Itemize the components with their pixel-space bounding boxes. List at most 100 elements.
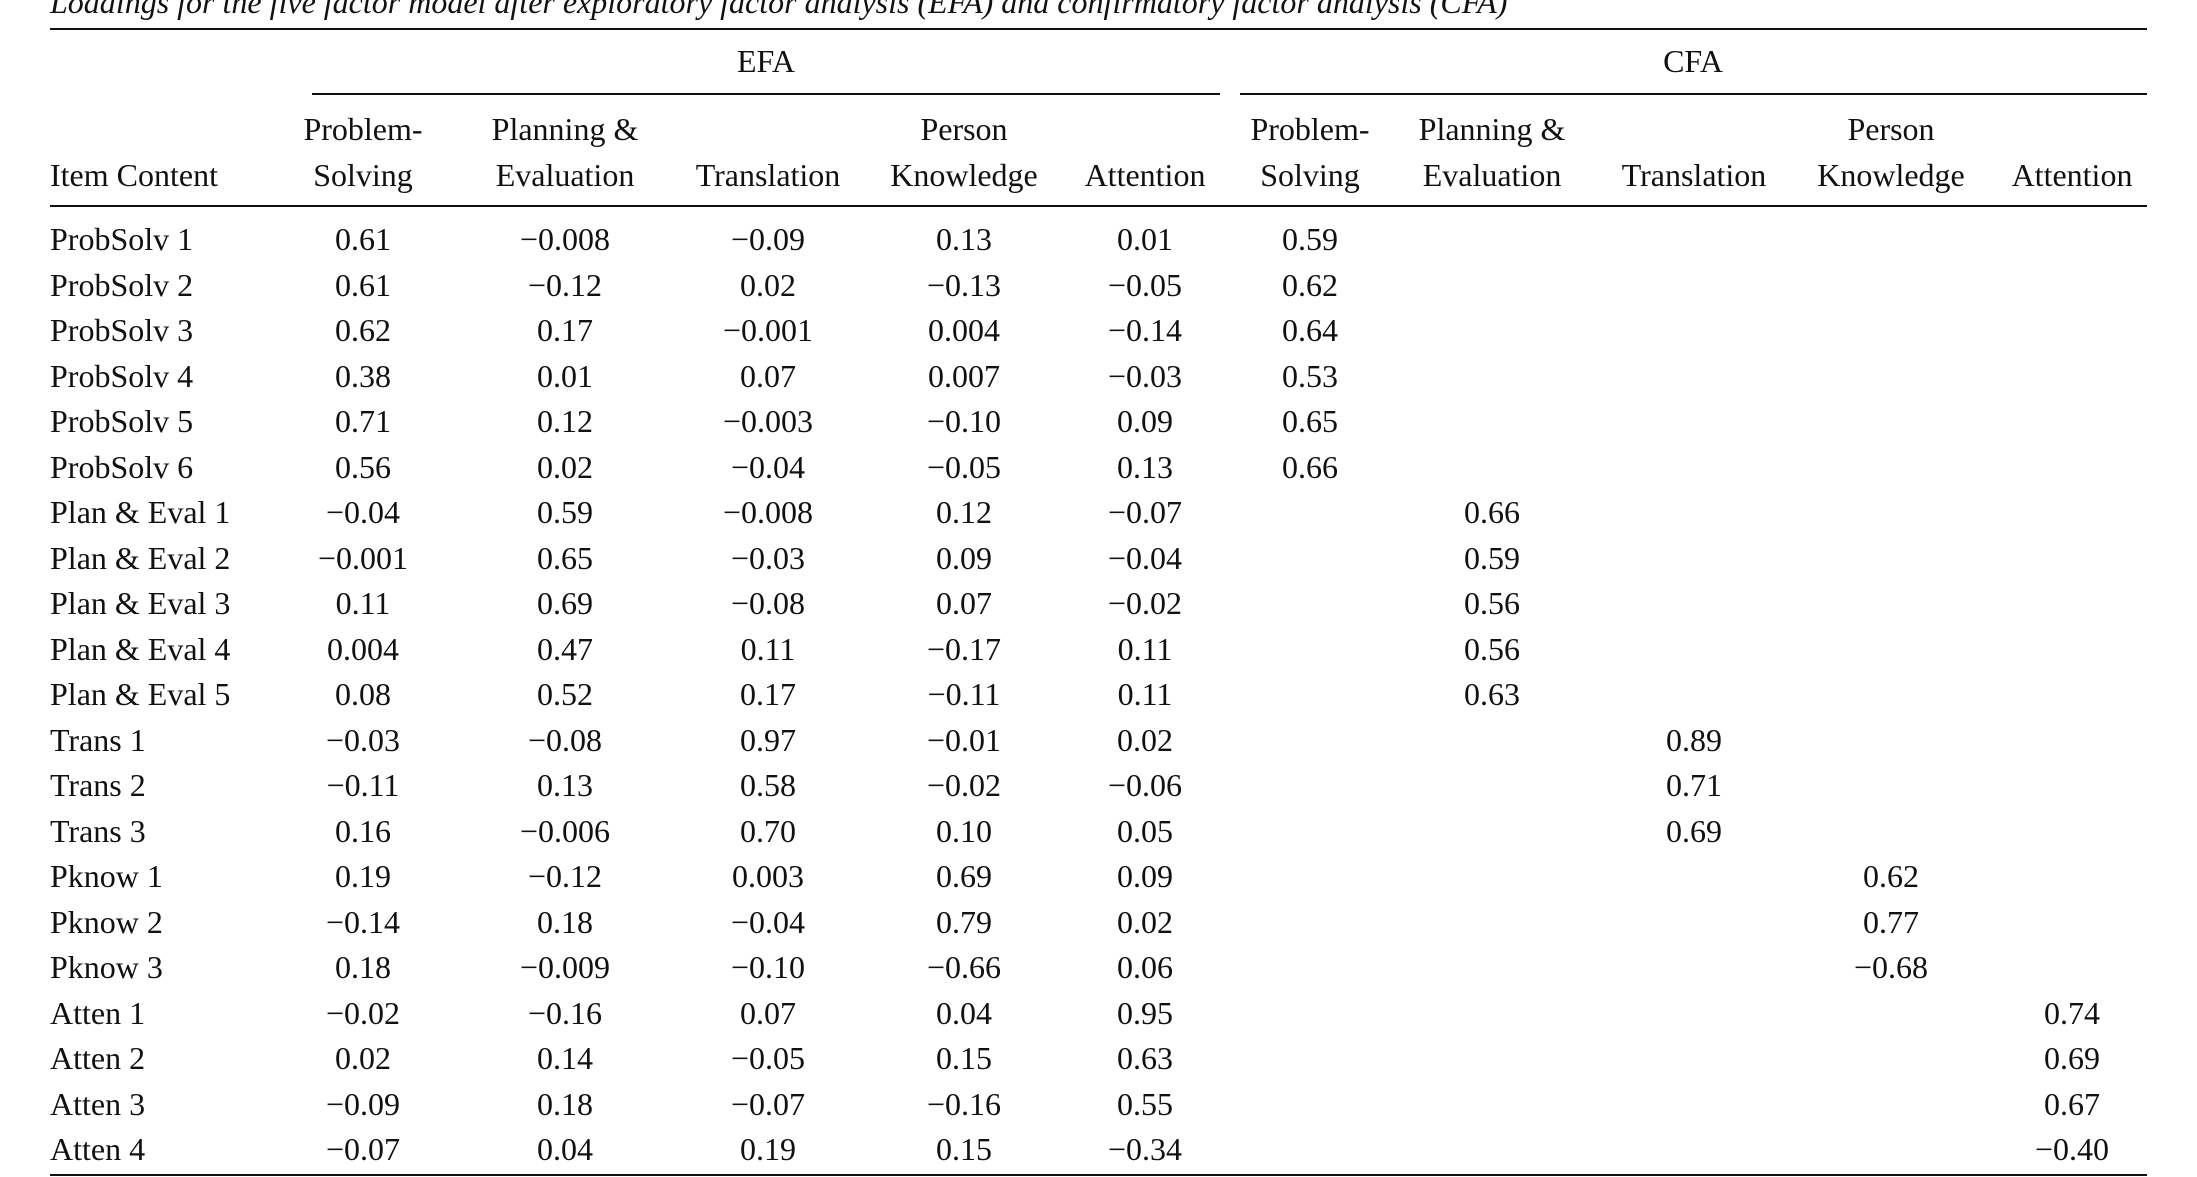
- efa-loading: 0.14: [537, 1040, 593, 1076]
- item-label: ProbSolv 5: [50, 403, 194, 439]
- column-header: Person: [1847, 111, 1935, 147]
- efa-loading: −0.12: [527, 858, 603, 894]
- efa-loading: −0.08: [730, 585, 806, 621]
- efa-loading: 0.71: [335, 403, 391, 439]
- cfa-loading: −0.40: [2034, 1131, 2110, 1167]
- efa-loading: 0.79: [936, 903, 992, 940]
- column-header: Translation: [695, 157, 841, 193]
- efa-loading: 0.55: [1117, 1085, 1173, 1122]
- cfa-loading: 0.53: [1282, 357, 1338, 394]
- group-label: EFA: [736, 43, 796, 79]
- cfa-loading: 0.65: [1282, 403, 1338, 439]
- efa-loading: 0.02: [335, 1040, 391, 1076]
- item-label: Plan & Eval 5: [50, 676, 231, 712]
- column-header: Evaluation: [495, 157, 635, 193]
- efa-loading: −0.11: [927, 676, 1001, 712]
- efa-loading: 0.01: [1117, 221, 1173, 257]
- efa-loading: 0.003: [732, 858, 804, 894]
- efa-loading: 0.15: [936, 1131, 992, 1167]
- efa-loading: 0.17: [740, 676, 796, 712]
- efa-loading: 0.56: [335, 448, 391, 485]
- efa-loading: −0.09: [730, 221, 806, 257]
- column-header: Planning &: [1418, 111, 1566, 147]
- column-header: Planning &: [491, 111, 639, 147]
- efa-loading: 0.62: [335, 312, 391, 348]
- efa-loading: 0.01: [537, 357, 593, 394]
- group-label: CFA: [1663, 43, 1723, 79]
- efa-loading: 0.17: [537, 312, 593, 348]
- efa-loading: 0.09: [1117, 403, 1173, 439]
- efa-loading: 0.12: [537, 403, 593, 439]
- cfa-loading: 0.77: [1863, 903, 1919, 940]
- efa-loading: 0.65: [537, 539, 593, 576]
- efa-loading: 0.47: [537, 630, 593, 667]
- efa-loading: −0.66: [926, 949, 1002, 985]
- efa-loading: 0.02: [740, 266, 796, 303]
- item-label: Pknow 2: [50, 903, 163, 940]
- top-rule: [50, 28, 2147, 30]
- efa-loading: 0.07: [936, 585, 992, 621]
- efa-loading: 0.70: [740, 812, 796, 849]
- cfa-loading: 0.63: [1464, 676, 1520, 712]
- efa-loading: 0.11: [1117, 676, 1173, 712]
- efa-loading: 0.19: [335, 858, 391, 894]
- efa-loading: 0.02: [1117, 903, 1173, 940]
- efa-loading: −0.06: [1107, 767, 1183, 803]
- cfa-loading: 0.67: [2044, 1085, 2100, 1122]
- cfa-loading: 0.66: [1282, 448, 1338, 485]
- efa-loading: −0.003: [722, 403, 814, 439]
- efa-loading: 0.11: [335, 585, 391, 621]
- cfa-loading: 0.56: [1464, 585, 1520, 621]
- efa-loading: 0.007: [928, 357, 1000, 394]
- efa-loading: 0.61: [335, 221, 391, 257]
- cfa-loading: 0.62: [1282, 266, 1338, 303]
- efa-loading: −0.04: [1107, 539, 1183, 576]
- efa-loading: 0.52: [537, 676, 593, 712]
- item-label: ProbSolv 2: [50, 266, 194, 303]
- efa-loading: −0.07: [1107, 494, 1183, 530]
- column-header: Person: [920, 111, 1008, 147]
- efa-loading: −0.13: [926, 266, 1002, 303]
- cfa-loading: 0.62: [1863, 858, 1919, 894]
- efa-loading: −0.006: [519, 812, 611, 849]
- column-header: Evaluation: [1422, 157, 1562, 193]
- item-label: Atten 1: [50, 994, 146, 1031]
- efa-loading: −0.05: [926, 448, 1002, 485]
- efa-loading: −0.04: [730, 448, 806, 485]
- column-header: Problem-: [303, 111, 423, 147]
- efa-loading: −0.14: [325, 903, 401, 940]
- efa-loading: 0.004: [928, 312, 1000, 348]
- efa-loading: −0.07: [730, 1085, 806, 1122]
- efa-loading: 0.15: [936, 1040, 992, 1076]
- item-label: Pknow 3: [50, 949, 163, 985]
- column-header: Solving: [1260, 157, 1360, 193]
- item-label: ProbSolv 6: [50, 448, 194, 485]
- efa-loading: −0.16: [527, 994, 603, 1031]
- cfa-loading: 0.59: [1282, 221, 1338, 257]
- efa-loading: −0.08: [527, 721, 603, 758]
- efa-loading: −0.008: [722, 494, 814, 530]
- efa-rule: [312, 93, 1220, 95]
- efa-loading: −0.001: [722, 312, 814, 348]
- efa-loading: 0.12: [936, 494, 992, 530]
- item-label: Atten 3: [50, 1085, 146, 1122]
- item-label: Plan & Eval 3: [50, 585, 231, 621]
- cfa-loading: 0.64: [1282, 312, 1338, 348]
- efa-loading: 0.18: [335, 949, 391, 985]
- efa-loading: 0.18: [537, 903, 593, 940]
- efa-loading: −0.07: [325, 1131, 401, 1167]
- efa-loading: −0.17: [926, 630, 1002, 667]
- cfa-loading: 0.69: [1666, 812, 1722, 849]
- header-rule: [50, 205, 2147, 207]
- item-label: Plan & Eval 1: [50, 494, 231, 530]
- column-header: Knowledge: [1817, 157, 1965, 193]
- efa-loading: −0.008: [519, 221, 611, 257]
- efa-loading: 0.05: [1117, 812, 1173, 849]
- column-header: Solving: [313, 157, 413, 193]
- efa-loading: 0.09: [1117, 858, 1173, 894]
- cfa-loading: −0.68: [1853, 949, 1929, 985]
- item-label: ProbSolv 1: [50, 221, 194, 257]
- item-label: Trans 3: [50, 812, 146, 849]
- column-header: Knowledge: [890, 157, 1038, 193]
- efa-loading: 0.10: [936, 812, 992, 849]
